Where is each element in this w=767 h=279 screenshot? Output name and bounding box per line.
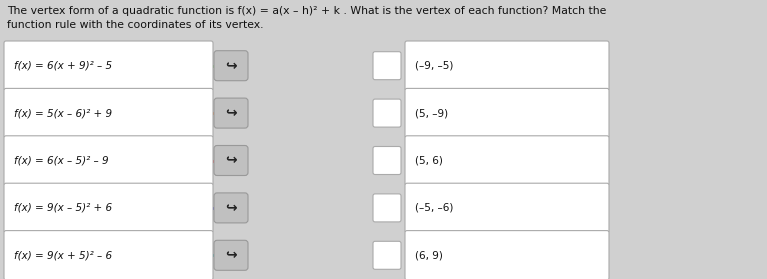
- Text: (–5, –6): (–5, –6): [415, 203, 453, 213]
- Text: (5, 6): (5, 6): [415, 155, 443, 165]
- Text: (5, –9): (5, –9): [415, 108, 448, 118]
- Text: f(x) = 9(x – 5)² + 6: f(x) = 9(x – 5)² + 6: [14, 203, 112, 213]
- FancyBboxPatch shape: [214, 98, 248, 128]
- FancyBboxPatch shape: [214, 240, 248, 270]
- FancyBboxPatch shape: [373, 52, 401, 80]
- Text: ↪: ↪: [225, 248, 237, 262]
- FancyBboxPatch shape: [405, 88, 609, 138]
- FancyBboxPatch shape: [405, 136, 609, 185]
- FancyBboxPatch shape: [405, 231, 609, 279]
- Text: ↪: ↪: [225, 153, 237, 167]
- Text: f(x) = 6(x + 9)² – 5: f(x) = 6(x + 9)² – 5: [14, 61, 112, 71]
- FancyBboxPatch shape: [214, 193, 248, 223]
- FancyBboxPatch shape: [4, 231, 213, 279]
- FancyBboxPatch shape: [373, 99, 401, 127]
- Text: f(x) = 5(x – 6)² + 9: f(x) = 5(x – 6)² + 9: [14, 108, 112, 118]
- FancyBboxPatch shape: [405, 41, 609, 90]
- FancyBboxPatch shape: [373, 241, 401, 269]
- Text: function rule with the coordinates of its vertex.: function rule with the coordinates of it…: [7, 20, 264, 30]
- FancyBboxPatch shape: [214, 146, 248, 175]
- Text: f(x) = 9(x + 5)² – 6: f(x) = 9(x + 5)² – 6: [14, 250, 112, 260]
- Text: ↪: ↪: [225, 106, 237, 120]
- FancyBboxPatch shape: [373, 146, 401, 174]
- FancyBboxPatch shape: [4, 88, 213, 138]
- Text: ↪: ↪: [225, 201, 237, 215]
- FancyBboxPatch shape: [4, 183, 213, 233]
- FancyBboxPatch shape: [214, 51, 248, 81]
- FancyBboxPatch shape: [405, 183, 609, 233]
- FancyBboxPatch shape: [4, 41, 213, 90]
- FancyBboxPatch shape: [4, 136, 213, 185]
- Text: The vertex form of a quadratic function is f(x) = a(x – h)² + k . What is the ve: The vertex form of a quadratic function …: [7, 6, 607, 16]
- FancyBboxPatch shape: [373, 194, 401, 222]
- Text: (–9, –5): (–9, –5): [415, 61, 453, 71]
- Text: f(x) = 6(x – 5)² – 9: f(x) = 6(x – 5)² – 9: [14, 155, 109, 165]
- Text: ↪: ↪: [225, 59, 237, 73]
- Text: (6, 9): (6, 9): [415, 250, 443, 260]
